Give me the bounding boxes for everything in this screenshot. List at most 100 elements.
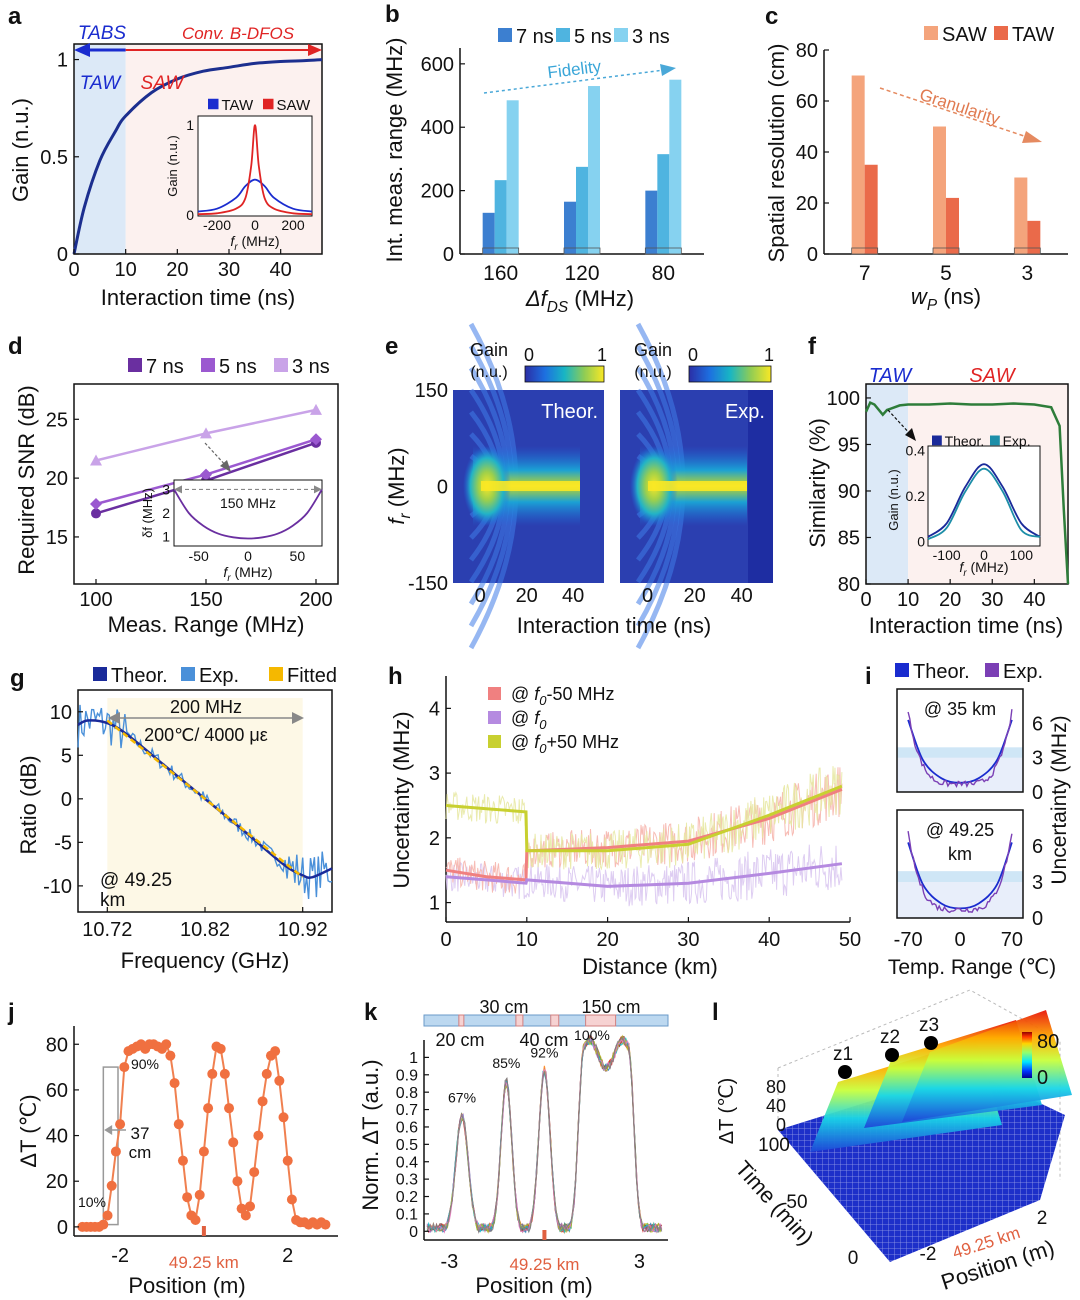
y-axis-title: Required SNR (dB) [14,385,39,575]
y-axis-title: Int. meas. range (MHz) [382,38,407,263]
y-tick-label: 20 [46,468,68,490]
legend-swatch [924,26,938,40]
segment-label: 30 cm [479,997,528,1017]
legend-swatch [93,667,107,681]
panel-letter: l [712,999,719,1026]
inset-pointer-head [220,460,231,472]
legend-swatch [488,711,501,724]
bar [851,75,865,254]
legend-label: TAW [1012,24,1054,46]
legend-swatch [994,26,1008,40]
inset-x-tick-label: -50 [189,548,209,564]
x-tick-label: 30 [218,259,240,281]
data-point [182,1192,193,1203]
legend-swatch [128,358,142,372]
x-tick-label: -2 [111,1245,129,1267]
y-tick-label: 1 [57,50,68,72]
data-point [98,1219,109,1230]
inset-x-tick-label: -200 [203,217,231,233]
panel-letter: j [7,999,15,1026]
data-point [90,454,102,466]
group-bracket [644,247,682,255]
x-axis-title: Position (m) [475,1273,592,1298]
profile-trace [426,1036,663,1234]
legend-swatch [932,435,942,446]
inset-x-tick-label: 50 [290,548,306,564]
fidelity-arrow-head [660,64,676,76]
inset-y-axis-title: δf (MHz) [140,488,155,538]
colorbar-tick: 0 [688,345,698,365]
x-tick-label: 0 [475,585,486,607]
x-tick-label: 40 [270,259,292,281]
data-point [106,1180,117,1191]
y-tick-label: -10 [43,876,72,898]
colorbar [688,365,772,383]
legend-label: SAW [277,97,311,114]
data-point [203,1103,214,1114]
data-point [257,1096,268,1107]
inset-y-tick-label: 0 [186,207,194,223]
x-axis-title: Interaction time (ns) [869,613,1063,638]
data-point [115,1119,126,1130]
z-axis-title: ΔT (℃) [716,1078,738,1145]
x-tick-label: 120 [564,262,599,285]
data-point [240,1210,251,1221]
x-tick-label: 30 [981,589,1003,611]
y-axis-title: Uncertainty (MHz) [389,711,414,888]
plot-frame [896,809,1024,919]
legend-swatch [498,28,512,42]
x-axis-title: Temp. Range (℃) [888,956,1056,979]
x-tick-label: 10 [897,589,919,611]
tabs-label: TABS [78,23,127,44]
x-tick-label: 2 [1037,1208,1048,1229]
peak-label: 85% [492,1055,520,1071]
data-point [194,1189,205,1200]
y-tick-label: 100 [758,1135,790,1156]
plot-frame [73,43,323,255]
y-tick-label: 6 [1032,713,1043,735]
tabs-arrow-head [74,43,90,57]
x-tick-label: 160 [483,262,518,285]
condition-label: 200℃/ 4000 με [144,725,268,745]
data-point [190,1215,201,1226]
panel-letter: g [10,665,25,692]
heatmap-ridge [648,481,747,491]
y-tick-label: 0 [848,1248,859,1269]
y-tick-label: 0.5 [396,1137,418,1154]
colorbar-tick: 80 [1037,1031,1059,1053]
x-tick-label: 7 [859,262,871,285]
heatmap-label: Exp. [725,401,765,423]
x-tick-label: 0 [440,929,451,951]
granularity-label: Granularity [917,85,1002,129]
panel-letter: k [364,999,378,1026]
heatmap-label: Theor. [541,401,598,423]
peak-label: 67% [448,1090,476,1106]
x-axis-title: wP (ns) [911,284,981,314]
group-bracket [1013,247,1041,255]
x-tick-label: 10 [516,929,538,951]
taw-label: TAW [869,365,914,387]
data-point [91,508,101,519]
legend-swatch [614,28,628,42]
x-tick-label: 5 [940,262,952,285]
fitted-line [106,719,304,879]
panel-letter: f [808,333,817,360]
peak-label: z2 [880,1027,900,1048]
annotation-width: cm [129,1143,152,1162]
colorbar [1022,1032,1032,1078]
data-point [261,1068,272,1079]
y-tick-label: 0.8 [396,1085,418,1102]
inset-x-axis-title: fr (MHz) [959,559,1008,579]
x-tick-label: 20 [939,589,961,611]
position-marker [542,1230,547,1240]
colorbar-tick: 1 [764,345,774,365]
x-tick-label: 0 [642,585,653,607]
noisy-trace [445,844,843,907]
taw-region [866,384,909,584]
segment-label: 150 cm [581,997,640,1017]
y-tick-label: 85 [838,527,860,549]
width-arrow-head [104,1125,113,1135]
x-tick-label: 20 [683,585,705,607]
x-axis-title: Frequency (GHz) [121,948,290,973]
peak-marker [885,1048,899,1062]
